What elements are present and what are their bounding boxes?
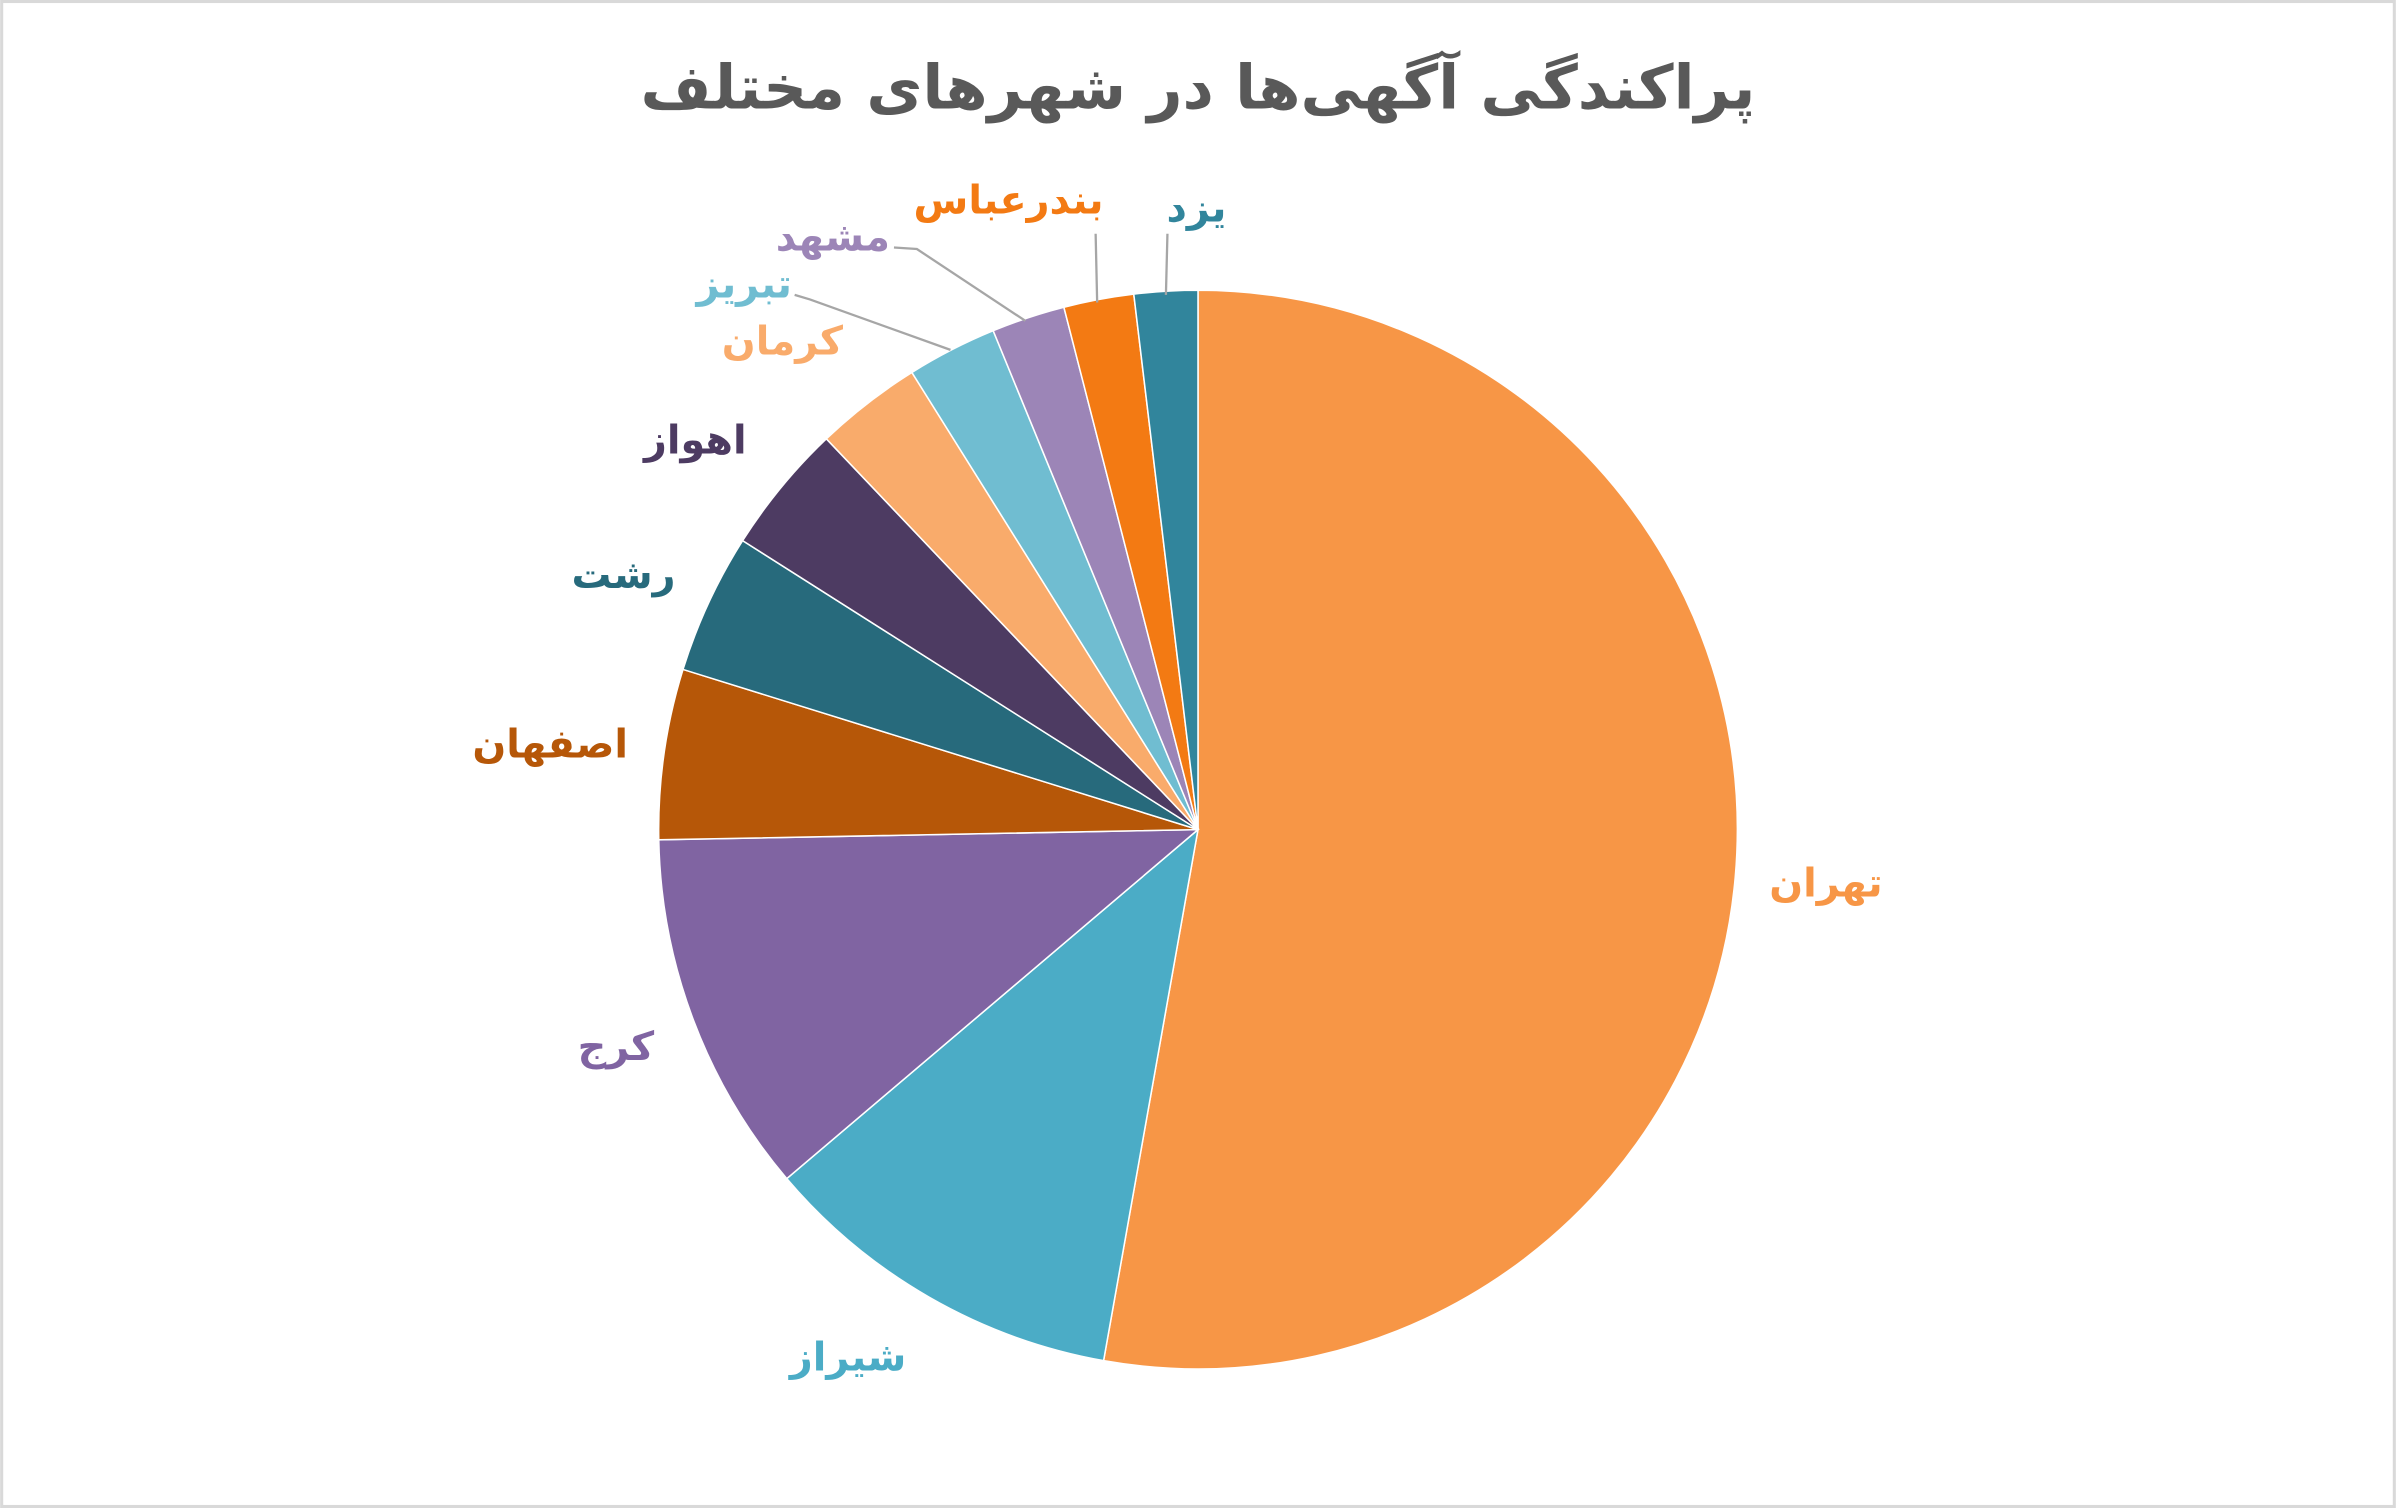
leader-line <box>794 293 951 351</box>
pie-slice <box>657 828 1201 1180</box>
chart-title: پراکندگی آگهی‌ها در شهرهای مختلف <box>641 49 1756 123</box>
slice-label: رشت <box>572 552 676 598</box>
slice-label: اهواز <box>642 418 747 464</box>
slice-label: تبریز <box>694 262 791 308</box>
slice-label: کرمان <box>722 318 844 364</box>
pie-slice <box>1102 289 1739 1370</box>
slice-label: شیراز <box>788 1334 906 1380</box>
pie-slice <box>657 668 1199 841</box>
leader-line <box>893 246 1026 322</box>
slice-label: تهران <box>1769 861 1882 907</box>
pie-slice <box>785 827 1200 1362</box>
slice-label: مشهد <box>776 214 890 260</box>
slice-label: کرج <box>578 1024 655 1070</box>
leader-line <box>1094 233 1099 303</box>
slice-label: یزد <box>1166 185 1226 231</box>
slice-label: اصفهان <box>472 722 628 768</box>
leader-line <box>1164 233 1169 295</box>
slice-label: بندرعباس <box>914 178 1104 224</box>
